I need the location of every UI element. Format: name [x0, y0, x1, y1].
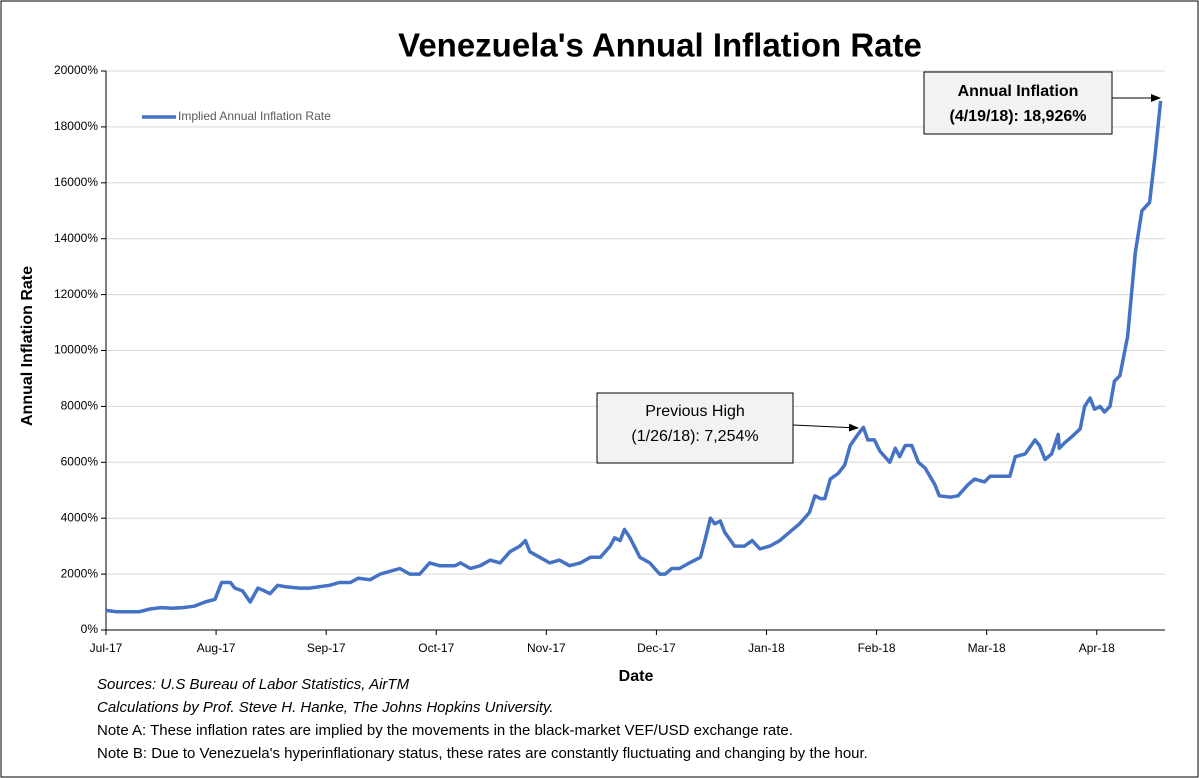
- y-tick-label: 12000%: [54, 287, 98, 301]
- x-tick-label: Feb-18: [858, 641, 896, 655]
- note: Sources: U.S Bureau of Labor Statistics,…: [97, 676, 410, 693]
- note: Note A: These inflation rates are implie…: [97, 722, 793, 739]
- legend-label: Implied Annual Inflation Rate: [178, 109, 331, 123]
- y-tick-label: 16000%: [54, 175, 98, 189]
- y-tick-label: 0%: [81, 622, 99, 636]
- x-tick-label: Oct-17: [418, 641, 454, 655]
- y-tick-label: 6000%: [61, 454, 99, 468]
- x-tick-label: Jul-17: [90, 641, 123, 655]
- note: Note B: Due to Venezuela's hyperinflatio…: [97, 745, 868, 762]
- y-axis-label: Annual Inflation Rate: [19, 266, 36, 426]
- annotation-text: (1/26/18): 7,254%: [631, 428, 758, 445]
- x-tick-label: Jan-18: [748, 641, 785, 655]
- chart-title: Venezuela's Annual Inflation Rate: [398, 27, 922, 64]
- annotation-arrow: [792, 423, 859, 432]
- x-tick-label: Sep-17: [307, 641, 346, 655]
- annotation-text: Previous High: [645, 403, 745, 420]
- x-tick-label: Mar-18: [968, 641, 1006, 655]
- y-tick-label: 20000%: [54, 63, 98, 77]
- x-tick-label: Aug-17: [197, 641, 236, 655]
- annotation-box: [923, 71, 1113, 135]
- x-tick-label: Nov-17: [527, 641, 566, 655]
- y-tick-label: 4000%: [61, 510, 99, 524]
- x-tick-label: Apr-18: [1079, 641, 1115, 655]
- x-axis-label: Date: [619, 668, 654, 685]
- x-tick-label: Dec-17: [637, 641, 676, 655]
- y-tick-label: 10000%: [54, 343, 98, 357]
- plot: [105, 100, 1163, 614]
- note: Calculations by Prof. Steve H. Hanke, Th…: [97, 699, 554, 716]
- annotation-text: (4/19/18): 18,926%: [950, 108, 1087, 125]
- y-tick-label: 14000%: [54, 231, 98, 245]
- annotation-text: Annual Inflation: [958, 83, 1079, 100]
- y-tick-label: 18000%: [54, 119, 98, 133]
- y-tick-label: 2000%: [61, 566, 99, 580]
- grid: 0% 2000% 4000% 6000% 8000% 10000% 12000% 14000%…: [54, 63, 1165, 655]
- line-series: [105, 100, 1163, 614]
- annotation-box: [596, 392, 794, 464]
- y-tick-label: 8000%: [61, 399, 99, 413]
